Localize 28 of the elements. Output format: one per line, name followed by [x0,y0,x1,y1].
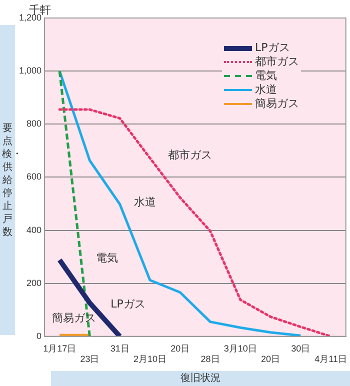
y-tick-label: 0 [36,330,42,341]
legend-label: LPガス [255,41,290,55]
annotation: LPガス [110,296,146,312]
y-tick-label: 600 [26,172,42,182]
y-tick-label: 200 [26,278,42,288]
x-tick-label: 20日 [261,354,280,364]
legend-label: 水道 [255,83,277,97]
legend-label: 電気 [255,69,277,83]
x-tick-label: 1月17日 [43,343,76,354]
x-tick-label: 30日 [291,343,310,354]
annotation: 水道 [134,194,156,210]
x-tick-label: 31日 [110,343,130,354]
x-axis-title: 復旧状況 [51,371,350,386]
legend-label: 簡易ガス [255,97,299,111]
annotation: 簡易ガス [52,310,96,326]
y-tick-label: 1,000 [18,66,42,76]
x-tick-label: 20日 [170,343,190,354]
x-tick-label: 28日 [200,354,220,364]
y-tick-label: 400 [26,224,42,235]
x-tick-label: 23日 [80,354,100,364]
annotation: 電気 [96,250,118,266]
x-tick-label: 4月11日 [314,354,347,364]
y-tick-label: 800 [26,118,42,129]
annotation: 都市ガス [168,148,212,162]
text: 要点検・供給停止戸数 [2,122,22,238]
x-tick-label: 3月10日 [224,343,257,354]
x-tick-label: 2月10日 [133,354,166,364]
legend-label: 都市ガス [255,55,299,69]
